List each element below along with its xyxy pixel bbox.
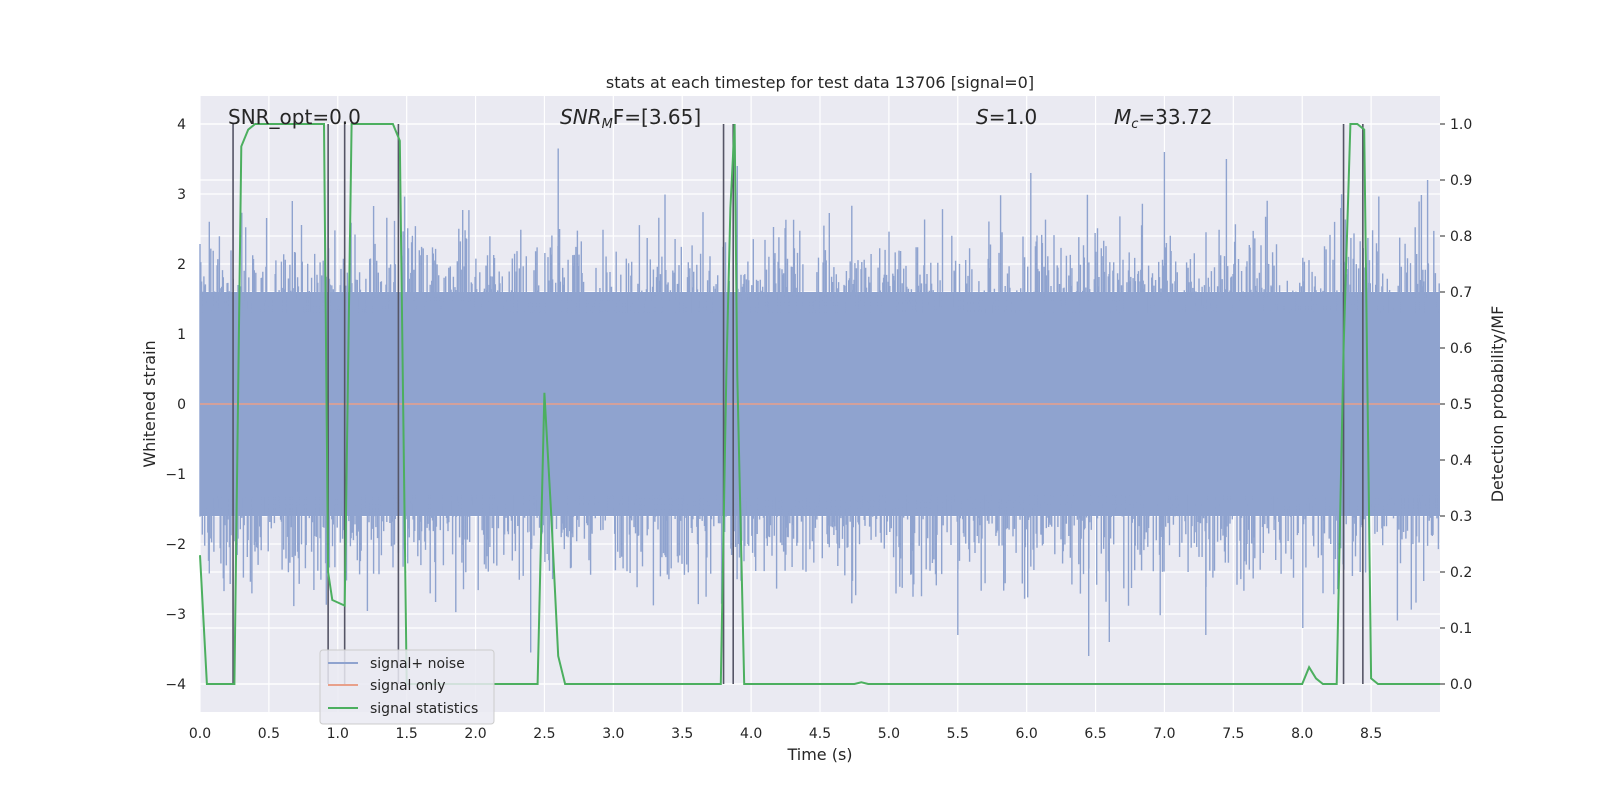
x-tick-label: 0.0 [189,726,211,742]
mc-prefix: M [1114,105,1131,129]
right-y-tick-label: 0.8 [1450,229,1472,245]
legend-label-signal-only: signal only [370,678,445,694]
chart-title: stats at each timestep for test data 137… [606,73,1034,92]
snr-mf-prefix: SNR [560,105,602,129]
right-y-tick-label: 0.6 [1450,341,1472,357]
snr-mf-annotation: SNRMF=[3.65] [560,105,701,132]
y-tick-label: 1 [177,327,186,343]
right-y-tick-label: 0.2 [1450,565,1472,581]
x-tick-label: 6.0 [1016,726,1038,742]
legend-label-statistics: signal statistics [370,701,478,717]
x-tick-label: 1.5 [396,726,418,742]
right-y-tick-label: 0.1 [1450,621,1472,637]
x-tick-label: 8.0 [1291,726,1313,742]
signal-statistics-line [199,123,1440,685]
legend-label-noise: signal+ noise [370,656,465,672]
vertical-markers [232,124,1364,684]
mc-annotation: Mc=33.72 [1114,105,1212,132]
x-tick-label: 5.5 [947,726,969,742]
y-tick-label: −1 [165,467,186,483]
x-tick-label: 5.0 [878,726,900,742]
x-tick-labels: 0.0 0.5 1.0 1.5 2.0 2.5 3.0 3.5 4.0 4.5 5.0 5.5 6.0 6… [189,726,1382,742]
noise-trace [199,148,1440,656]
y-tick-label: 0 [177,397,186,413]
right-y-tick-label: 0.0 [1450,677,1472,693]
x-tick-label: 6.5 [1084,726,1106,742]
y-tick-label: 4 [177,117,186,133]
x-tick-label: 3.0 [602,726,624,742]
x-tick-label: 7.0 [1153,726,1175,742]
x-tick-label: 2.0 [464,726,486,742]
x-tick-label: 4.5 [809,726,831,742]
y-axis-label: Whitened strain [140,340,159,467]
right-y-tick-label: 0.4 [1450,453,1472,469]
snr-opt-annotation: SNR_opt=0.0 [228,105,361,129]
right-y-tick-label: 1.0 [1450,117,1472,133]
y-tick-label: −4 [165,677,186,693]
x-axis-label: Time (s) [786,745,852,764]
x-tick-label: 3.5 [671,726,693,742]
mc-value: =33.72 [1138,105,1212,129]
y-tick-label: 3 [177,187,186,203]
right-y-tick-labels: 1.0 0.9 0.8 0.7 0.6 0.5 0.4 0.3 0.2 0.1 0.0 [1440,117,1472,693]
snr-mf-suffix: F=[3.65] [613,105,701,129]
s-value: =1.0 [989,105,1038,129]
x-tick-label: 2.5 [533,726,555,742]
x-tick-label: 8.5 [1360,726,1382,742]
mc-sub: c [1131,117,1138,132]
x-tick-label: 1.0 [327,726,349,742]
x-tick-label: 4.0 [740,726,762,742]
y-tick-label: 2 [177,257,186,273]
right-y-tick-label: 0.5 [1450,397,1472,413]
y-tick-labels: 4 3 2 1 0 −1 −2 −3 −4 [165,117,186,693]
right-y-tick-label: 0.3 [1450,509,1472,525]
s-prefix: S [976,105,989,129]
right-y-tick-label: 0.7 [1450,285,1472,301]
y-tick-label: −3 [165,607,186,623]
right-y-axis-label: Detection probability/MF [1488,306,1507,503]
x-tick-label: 0.5 [258,726,280,742]
right-y-tick-label: 0.9 [1450,173,1472,189]
legend: signal+ noise signal only signal statist… [319,649,495,725]
s-annotation: S=1.0 [976,105,1037,129]
snr-mf-sub: M [602,117,613,132]
legend-box [319,649,495,725]
x-tick-label: 7.5 [1222,726,1244,742]
y-tick-label: −2 [165,537,186,553]
